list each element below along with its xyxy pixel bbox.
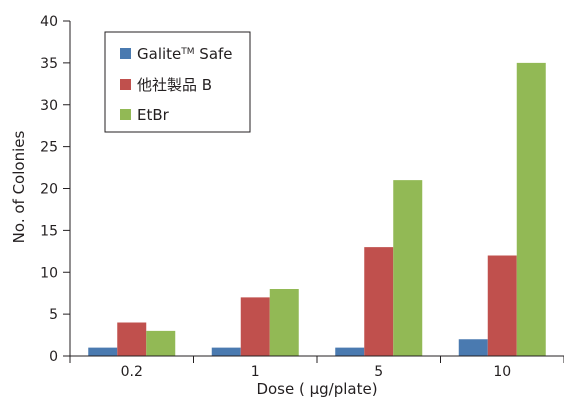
y-tick-labels: 0 5 10 15 20 25 30 35 40	[40, 14, 58, 365]
bar-galite-safe-1	[211, 347, 241, 356]
bar-etbr-0-2	[146, 330, 176, 356]
x-axis-title: Dose ( µg/plate)	[256, 380, 377, 398]
y-tick-label: 30	[40, 98, 58, 114]
bar-galite-safe-0-2	[88, 347, 118, 356]
legend-label-galite-tm: TM	[180, 47, 194, 57]
y-tick-label: 5	[49, 307, 58, 323]
y-tick-label: 10	[40, 265, 58, 281]
bar-galite-safe-5	[335, 347, 365, 356]
x-tick-label: 0.2	[121, 364, 143, 380]
legend-swatch-galite-safe	[120, 48, 131, 59]
x-tick-label: 5	[374, 364, 383, 380]
legend-label-galite-base: Galite	[137, 45, 181, 63]
legend-swatch-etbr	[120, 109, 131, 120]
y-tick-label: 15	[40, 223, 58, 239]
y-tick-label: 35	[40, 56, 58, 72]
bars-layer	[88, 62, 546, 356]
bar-other-product-b-10	[487, 255, 517, 356]
legend-label-galite-suffix: Safe	[195, 45, 233, 63]
legend-label-galite-safe: GaliteTM Safe	[137, 45, 233, 63]
legend-swatch-other-product-b	[120, 79, 131, 90]
bar-other-product-b-0-2	[117, 322, 147, 356]
y-tick-label: 40	[40, 14, 58, 30]
legend-label-etbr: EtBr	[137, 106, 170, 124]
bar-other-product-b-1	[240, 297, 270, 356]
bar-other-product-b-5	[364, 247, 394, 356]
bar-etbr-5	[393, 180, 423, 356]
y-tick-label: 25	[40, 140, 58, 156]
legend: GaliteTM Safe 他社製品 B EtBr	[104, 31, 251, 133]
x-tick-labels: 0.2 1 5 10	[121, 364, 512, 380]
y-axis-title: No. of Colonies	[10, 131, 28, 244]
x-tick-label: 10	[493, 364, 511, 380]
axes-layer	[63, 20, 564, 363]
y-tick-label: 20	[40, 182, 58, 198]
bar-galite-safe-10	[458, 339, 488, 356]
x-tick-label: 1	[251, 364, 260, 380]
bar-etbr-10	[516, 62, 546, 356]
legend-label-other-product-b: 他社製品 B	[137, 76, 212, 94]
bar-etbr-1	[269, 289, 299, 356]
y-tick-label: 0	[49, 349, 58, 365]
